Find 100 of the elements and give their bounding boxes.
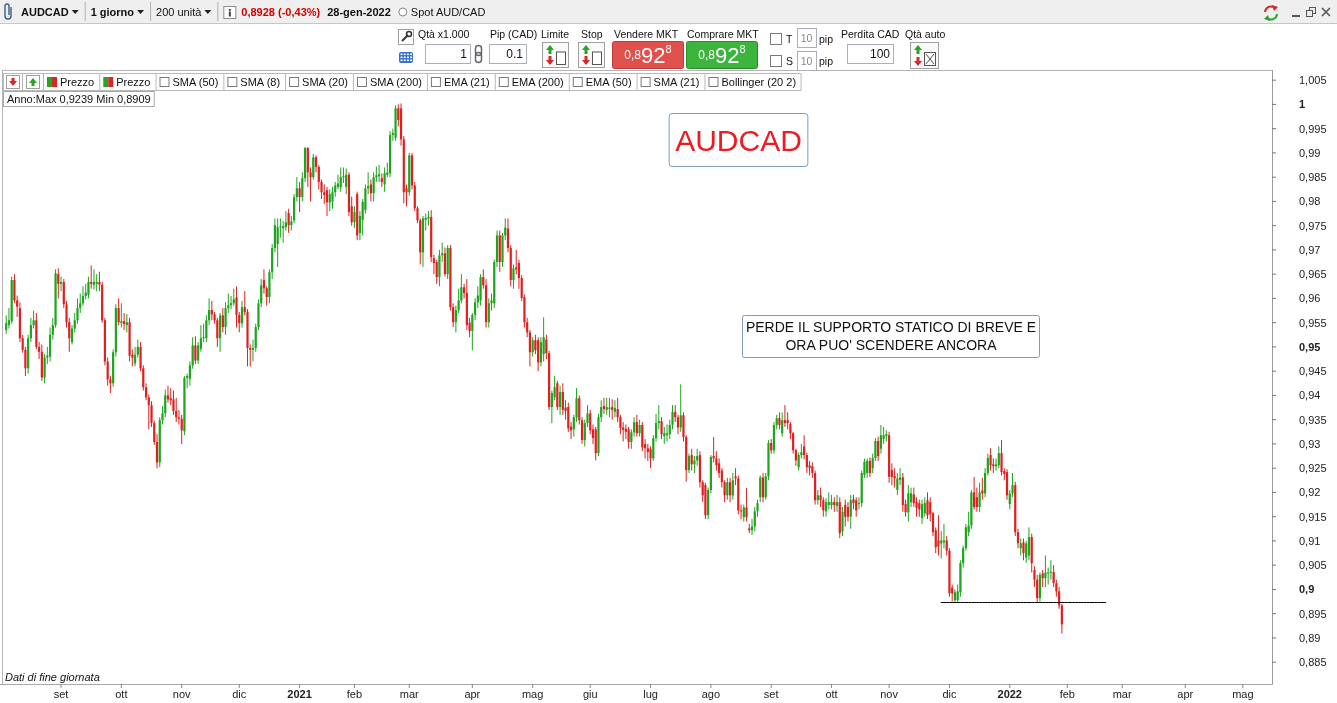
y-tick-label: 0,895 — [1299, 607, 1327, 620]
candlestick — [627, 426, 630, 450]
annotation: EMA (50) — [585, 76, 632, 88]
text: Pip (CAD) — [490, 28, 538, 40]
candlestick — [298, 181, 301, 213]
text: 200 unità — [156, 6, 203, 18]
text: Spot AUD/CAD — [410, 6, 486, 18]
candlestick — [981, 477, 984, 501]
candlestick — [512, 263, 515, 290]
annotation: SMA (50) — [172, 76, 219, 88]
y-tick-label: 0,925 — [1299, 462, 1327, 475]
x-tick-label: 2021 — [287, 688, 312, 700]
x-tick-label: feb — [1059, 688, 1075, 700]
candlestick — [896, 472, 899, 496]
y-tick-label: 0,915 — [1299, 510, 1327, 523]
y-tick-label: 0,98 — [1299, 195, 1321, 208]
x-tick-label: lug — [643, 688, 658, 700]
text: 0.1 — [506, 47, 524, 61]
x-tick-label: feb — [346, 688, 363, 700]
x-tick-label: mag — [1232, 688, 1254, 700]
y-tick-label: 0,96 — [1299, 292, 1321, 305]
annotation: Anno:Max 0,9239 Min 0,8909 — [7, 93, 151, 105]
candlestick — [973, 476, 976, 510]
y-tick-label: 0,945 — [1299, 365, 1327, 378]
candlestick — [660, 416, 663, 440]
text: 28-gen-2022 — [327, 6, 391, 18]
candlestick — [479, 273, 482, 307]
x-tick-label: ago — [701, 688, 721, 700]
candlestick — [487, 297, 490, 329]
y-tick-label: 0,965 — [1299, 268, 1327, 281]
annotation: Prezzo — [116, 76, 151, 88]
candlestick — [353, 205, 356, 229]
annotation: EMA (200) — [511, 76, 564, 88]
x-tick-label: nov — [172, 688, 192, 700]
annotation: Prezzo — [60, 76, 95, 88]
y-tick-label: 0,92 — [1299, 486, 1321, 499]
candlestick — [427, 210, 430, 227]
candlestick — [339, 166, 342, 193]
annotation: SMA (20) — [302, 76, 348, 88]
y-tick-label: 0,99 — [1299, 146, 1321, 159]
text: 100 — [869, 47, 891, 61]
x-tick-label: mag — [521, 688, 544, 700]
y-tick-label: 0,885 — [1299, 656, 1327, 669]
text: Qtà x1.000 — [418, 28, 470, 40]
text: pip — [819, 55, 834, 67]
candlestick — [844, 499, 847, 527]
candlestick — [731, 472, 734, 501]
candlestick — [937, 514, 940, 556]
candlestick — [561, 382, 564, 416]
x-tick-label: dic — [232, 688, 247, 700]
y-tick-label: 1,005 — [1299, 74, 1327, 87]
text: 1 giorno — [90, 6, 135, 18]
candlestick — [556, 380, 559, 411]
candlestick — [759, 474, 762, 503]
text: Comprare MKT — [687, 28, 760, 40]
x-tick-label: ott — [825, 688, 838, 700]
x-tick-label: nov — [880, 688, 899, 700]
x-tick-label: 2022 — [997, 688, 1023, 700]
candlestick — [117, 297, 120, 326]
x-tick-label: ott — [115, 688, 128, 700]
x-tick-label: apr — [1177, 688, 1194, 700]
annotation: Dati di fine giornata — [5, 671, 100, 683]
candlestick — [728, 477, 732, 503]
candlestick — [761, 472, 765, 503]
candlestick — [120, 302, 123, 329]
annotation: Bollinger (20 2) — [721, 76, 797, 88]
candlestick — [594, 426, 597, 461]
annotation: SMA (21) — [653, 76, 700, 88]
y-tick-label: 0,94 — [1299, 389, 1321, 402]
x-tick-label: giu — [582, 688, 598, 700]
candlestick — [331, 186, 334, 210]
y-tick-label: 0,93 — [1299, 437, 1321, 450]
y-tick-label: 0,95 — [1299, 340, 1321, 353]
x-tick-label: set — [53, 688, 69, 700]
text: AUDCAD — [675, 123, 802, 157]
text: S — [786, 55, 794, 67]
candlestick — [885, 429, 888, 442]
annotation: EMA (21) — [443, 76, 490, 88]
y-tick-label: 0,905 — [1299, 559, 1327, 572]
text: 1 — [460, 47, 468, 61]
y-tick-label: 0,91 — [1299, 534, 1321, 547]
text: Stop — [581, 28, 603, 40]
candlestick — [435, 259, 438, 285]
text: Limite — [541, 28, 570, 40]
annotation: SMA (8) — [240, 76, 281, 88]
candlestick — [221, 307, 224, 333]
x-tick-label: mar — [399, 688, 420, 700]
candlestick — [665, 424, 669, 442]
candlestick — [978, 482, 981, 513]
text: pip — [819, 33, 834, 45]
y-tick-label: 1 — [1299, 98, 1306, 111]
y-tick-label: 0,9 — [1299, 583, 1315, 596]
candlestick — [218, 312, 222, 353]
candlestick — [726, 477, 729, 501]
text: Vendere MKT — [614, 28, 679, 40]
candlestick — [1049, 559, 1052, 581]
candlestick — [383, 166, 386, 193]
annotation: SMA (200) — [369, 76, 422, 88]
y-tick-label: 0,995 — [1299, 122, 1327, 135]
y-tick-label: 0,975 — [1299, 219, 1327, 232]
